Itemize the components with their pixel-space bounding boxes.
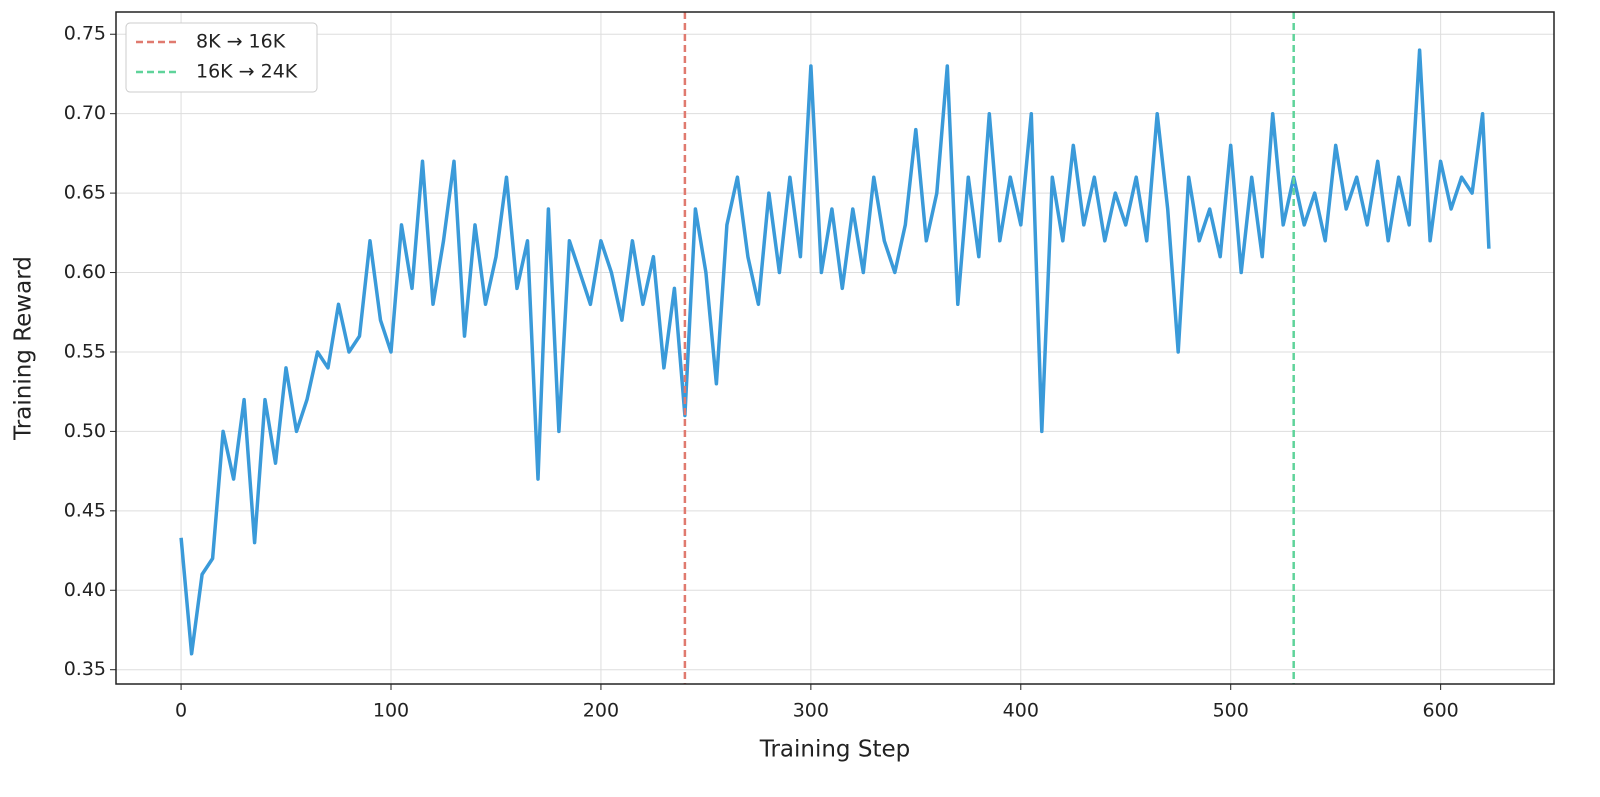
y-tick-label: 0.40 xyxy=(64,579,106,601)
x-tick-label: 0 xyxy=(175,700,187,722)
legend-label: 8K → 16K xyxy=(196,31,286,53)
legend-label: 16K → 24K xyxy=(196,61,298,83)
x-tick-label: 600 xyxy=(1423,700,1459,722)
y-tick-label: 0.65 xyxy=(64,182,106,204)
y-tick-label: 0.45 xyxy=(64,499,106,521)
x-tick-label: 500 xyxy=(1213,700,1249,722)
plot-frame xyxy=(115,11,1555,685)
legend-box xyxy=(125,22,318,93)
x-tick-label: 100 xyxy=(373,700,409,722)
y-tick-label: 0.75 xyxy=(64,23,106,45)
x-tick-label: 400 xyxy=(1003,700,1039,722)
x-axis-label: Training Step xyxy=(759,737,910,763)
x-tick-label: 300 xyxy=(793,700,829,722)
y-tick-label: 0.55 xyxy=(64,340,106,362)
y-axis-label: Training Reward xyxy=(11,256,37,441)
y-tick-label: 0.60 xyxy=(64,261,106,283)
y-tick-label: 0.50 xyxy=(64,420,106,442)
line xyxy=(179,48,1491,656)
y-tick-label: 0.35 xyxy=(64,658,106,680)
x-tick-label: 200 xyxy=(583,700,619,722)
y-tick-label: 0.70 xyxy=(64,102,106,124)
